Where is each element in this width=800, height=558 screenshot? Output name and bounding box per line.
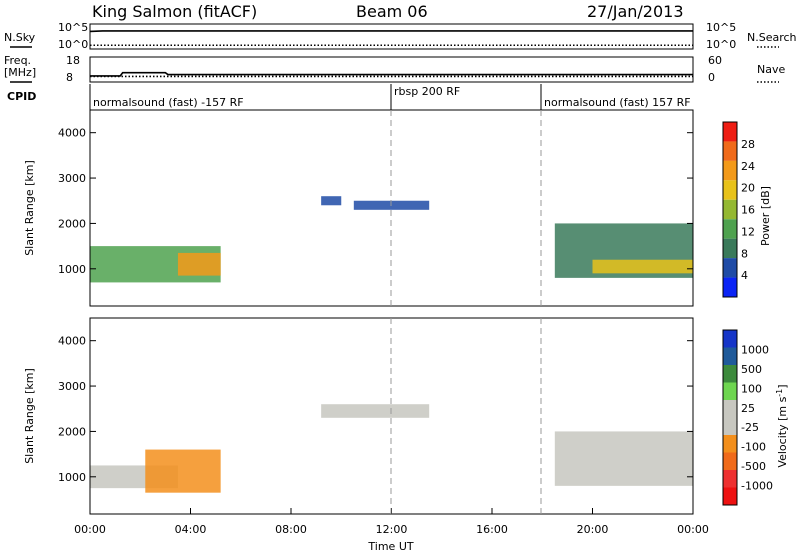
velocity-colorbar-tick-3: 25 — [741, 402, 755, 415]
power-colorbar-swatch-2 — [723, 161, 737, 180]
velocity-colorbar-swatch-0 — [723, 330, 737, 348]
power-colorbar: 28 24 20 16 12 8 4 — [723, 122, 755, 297]
freq-panel-frame — [90, 57, 693, 82]
power-patch-2 — [321, 196, 341, 205]
power-ytick-label-2: 3000 — [58, 172, 86, 185]
power-colorbar-swatch-6 — [723, 239, 737, 258]
power-heatmap — [90, 196, 693, 282]
beam-title: Beam 06 — [356, 2, 428, 21]
velocity-colorbar-swatch-1 — [723, 348, 737, 366]
xaxis-label: Time UT — [367, 540, 413, 553]
velocity-colorbar-swatch-9 — [723, 488, 737, 506]
noise-ytick-right-top: 10^5 — [706, 21, 736, 34]
velocity-colorbar-tick-1: 500 — [741, 363, 762, 376]
power-patch-5 — [593, 260, 694, 274]
xtick-label-3: 12:00 — [376, 523, 408, 536]
power-colorbar-label: Power [dB] — [759, 186, 772, 246]
velocity-ytick-label-3: 4000 — [58, 335, 86, 348]
power-ytick-label-3: 4000 — [58, 127, 86, 140]
xtick-label-6: 00:00 — [677, 523, 709, 536]
xtick-label-2: 08:00 — [275, 523, 307, 536]
cpid-segment-3: normalsound (fast) 157 RF — [544, 96, 691, 109]
power-ytick-label-0: 1000 — [58, 263, 86, 276]
power-colorbar-tick-4: 12 — [741, 225, 755, 238]
velocity-colorbar-swatch-3 — [723, 383, 737, 401]
nave-label: Nave — [757, 63, 785, 76]
velocity-ytick-label-0: 1000 — [58, 471, 86, 484]
noise-series-group — [90, 31, 693, 45]
velocity-colorbar-swatch-6 — [723, 435, 737, 453]
velocity-colorbar-tick-2: 100 — [741, 382, 762, 395]
power-colorbar-swatch-8 — [723, 278, 737, 297]
xtick-label-0: 00:00 — [74, 523, 106, 536]
velocity-colorbar-swatch-5 — [723, 418, 737, 436]
velocity-colorbar-tick-5: -100 — [741, 441, 766, 454]
freq-ytick-bottom: 8 — [66, 71, 73, 84]
power-colorbar-tick-0: 28 — [741, 138, 755, 151]
power-ytick-label-1: 2000 — [58, 217, 86, 230]
noise-ytick-bottom: 10^0 — [58, 38, 88, 51]
station-title: King Salmon (fitACF) — [92, 2, 257, 21]
power-colorbar-swatch-3 — [723, 180, 737, 199]
freq-series-group — [90, 73, 693, 77]
power-colorbar-tick-2: 20 — [741, 182, 755, 195]
xtick-label-4: 16:00 — [476, 523, 508, 536]
velocity-colorbar-swatch-4 — [723, 400, 737, 418]
power-colorbar-swatch-7 — [723, 258, 737, 277]
velocity-colorbar-swatch-8 — [723, 470, 737, 488]
velocity-colorbar: 1000 500 100 25 -25 -100 -500 -1000 — [723, 330, 773, 505]
velocity-colorbar-tick-0: 1000 — [741, 343, 769, 356]
power-colorbar-swatch-4 — [723, 200, 737, 219]
noise-ytick-right-bottom: 10^0 — [706, 38, 736, 51]
velocity-colorbar-tick-7: -1000 — [741, 480, 773, 493]
freq-ytick-top: 18 — [66, 54, 80, 67]
nave-ytick-top: 60 — [708, 54, 722, 67]
velocity-colorbar-swatch-7 — [723, 453, 737, 471]
xtick-label-5: 20:00 — [577, 523, 609, 536]
velocity-patch-1 — [145, 450, 220, 493]
freq-unit-label: [MHz] — [4, 66, 36, 79]
date-title: 27/Jan/2013 — [587, 2, 684, 21]
nave-ytick-bottom: 0 — [708, 71, 715, 84]
velocity-ylabel: Slant Range [km] — [23, 368, 36, 464]
velocity-colorbar-swatch-2 — [723, 365, 737, 383]
velocity-colorbar-tick-6: -500 — [741, 460, 766, 473]
velocity-colorbar-label: Velocity [m s-1] — [775, 384, 789, 467]
velocity-ytick-label-2: 3000 — [58, 380, 86, 393]
power-colorbar-swatch-1 — [723, 141, 737, 160]
power-colorbar-tick-1: 24 — [741, 160, 755, 173]
velocity-patch-2 — [321, 404, 429, 418]
velocity-colorbar-tick-4: -25 — [741, 421, 759, 434]
noise-ytick-top: 10^5 — [58, 21, 88, 34]
nsearch-label: N.Search — [747, 31, 797, 44]
power-colorbar-tick-3: 16 — [741, 204, 755, 217]
power-colorbar-swatch-0 — [723, 122, 737, 141]
cpid-segment-1: normalsound (fast) -157 RF — [93, 96, 244, 109]
power-colorbar-tick-6: 4 — [741, 269, 748, 282]
cpid-segment-2: rbsp 200 RF — [394, 85, 460, 98]
cpid-label: CPID — [7, 90, 36, 103]
nsky-label: N.Sky — [4, 31, 36, 44]
power-colorbar-swatch-5 — [723, 219, 737, 238]
freq-series-0 — [90, 73, 693, 76]
power-patch-1 — [178, 253, 221, 276]
power-ylabel: Slant Range [km] — [23, 160, 36, 256]
velocity-ytick-label-1: 2000 — [58, 425, 86, 438]
xtick-label-1: 04:00 — [175, 523, 207, 536]
velocity-patch-3 — [555, 431, 693, 485]
power-colorbar-tick-5: 8 — [741, 247, 748, 260]
